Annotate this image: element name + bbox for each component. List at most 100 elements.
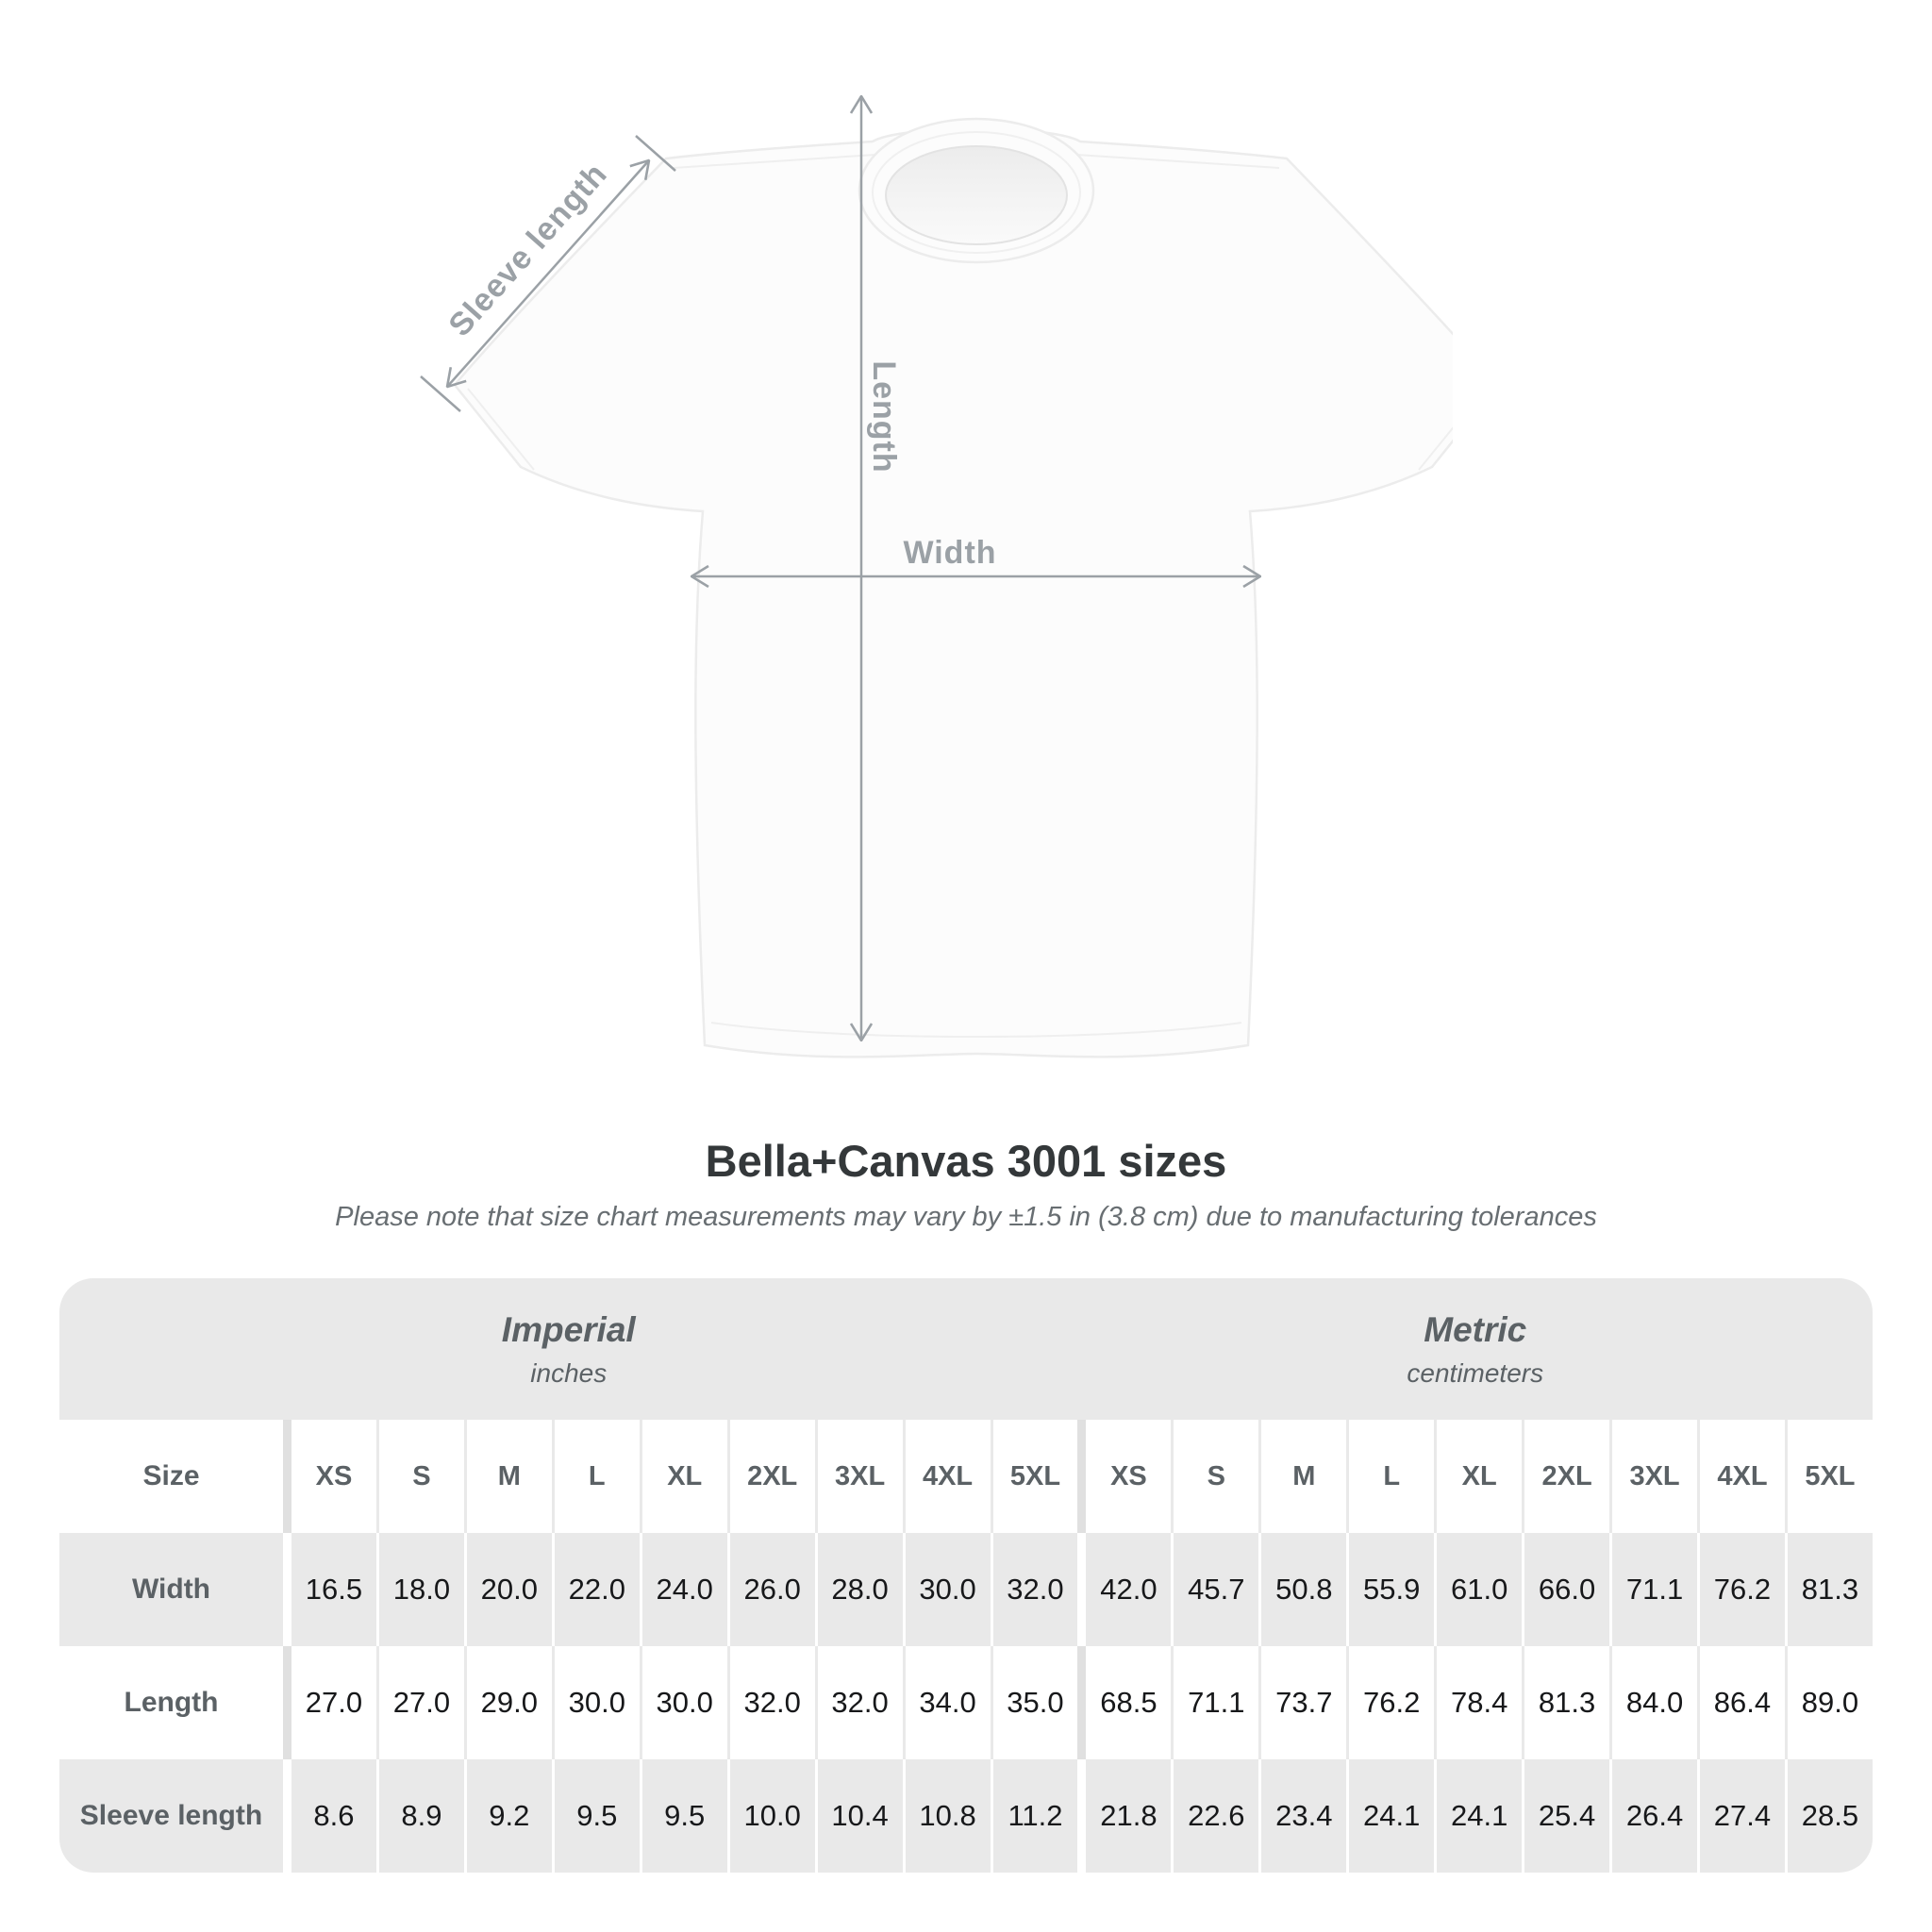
value-cell: 73.7 [1258,1646,1346,1759]
value-cell: 78.4 [1434,1646,1522,1759]
size-cell: 4XL [1697,1420,1785,1533]
value-cell: 26.4 [1609,1759,1697,1873]
value-cell: 71.1 [1171,1646,1258,1759]
sleeve-length-arrow [447,160,649,387]
row-label: Width [131,1574,211,1605]
value-cell: 55.9 [1346,1533,1434,1646]
tshirt-collar [858,117,1095,264]
value-cell: 68.5 [1077,1646,1171,1759]
value-cell: 32.0 [814,1646,903,1759]
value-cell: 86.4 [1697,1646,1785,1759]
value-cell: 71.1 [1609,1533,1697,1646]
value-cell: 28.5 [1784,1759,1873,1873]
value-cell: 81.3 [1522,1646,1609,1759]
width-label: Width [903,535,996,571]
value-cell: 9.5 [551,1759,640,1873]
value-cell: 81.3 [1784,1533,1873,1646]
value-cell: 9.2 [463,1759,552,1873]
value-cell: 32.0 [726,1646,815,1759]
value-cell: 9.5 [639,1759,727,1873]
value-cell: 21.8 [1077,1759,1171,1873]
metric-label: Metric [1424,1309,1527,1349]
value-cell: 42.0 [1077,1533,1171,1646]
value-cell: 76.2 [1346,1646,1434,1759]
sleeve-arrow-tick-bottom [420,375,461,412]
size-cell: XS [283,1420,376,1533]
size-cell: 2XL [726,1420,815,1533]
value-cell: 24.1 [1346,1759,1434,1873]
value-cell: 30.0 [902,1533,991,1646]
value-cell: 30.0 [551,1646,640,1759]
size-cell: M [1258,1420,1346,1533]
value-cell: 89.0 [1784,1646,1873,1759]
size-cell: 3XL [814,1420,903,1533]
value-cell: 32.0 [990,1533,1078,1646]
size-table: Imperial inches Metric centimeters Size … [59,1278,1873,1873]
row-label: Length [124,1687,219,1718]
value-cell: 23.4 [1258,1759,1346,1873]
value-cell: 8.6 [283,1759,376,1873]
size-cell: S [1171,1420,1258,1533]
page-title: Bella+Canvas 3001 sizes [705,1136,1227,1186]
value-cell: 10.8 [902,1759,991,1873]
size-cell: L [551,1420,640,1533]
value-cell: 76.2 [1697,1533,1785,1646]
size-cell: M [463,1420,552,1533]
size-cell: 4XL [902,1420,991,1533]
value-cell: 10.0 [726,1759,815,1873]
value-cell: 24.1 [1434,1759,1522,1873]
value-cell: 8.9 [375,1759,464,1873]
value-cell: 34.0 [902,1646,991,1759]
tolerance-note: Please note that size chart measurements… [335,1202,1597,1232]
size-cell: L [1346,1420,1434,1533]
tshirt-seams [467,154,1453,1038]
size-cell: 2XL [1522,1420,1609,1533]
size-cell: XL [639,1420,727,1533]
length-label: Length [866,360,902,473]
value-cell: 18.0 [375,1533,464,1646]
size-cell: XS [1077,1420,1171,1533]
unit-group-row: Imperial inches Metric centimeters [59,1278,1873,1420]
value-cell: 35.0 [990,1646,1078,1759]
value-cell: 27.0 [375,1646,464,1759]
sleeve-arrow-tick-top [635,135,676,172]
value-cell: 24.0 [639,1533,727,1646]
row-label: Sleeve length [79,1800,263,1831]
size-header-row: Size XS S M L XL 2XL 3XL 4XL 5XL XS S M … [59,1420,1873,1533]
value-cell: 26.0 [726,1533,815,1646]
value-cell: 25.4 [1522,1759,1609,1873]
imperial-unit: inches [530,1357,608,1388]
value-cell: 66.0 [1522,1533,1609,1646]
value-cell: 84.0 [1609,1646,1697,1759]
size-cell: 5XL [990,1420,1078,1533]
value-cell: 11.2 [990,1759,1078,1873]
value-cell: 30.0 [639,1646,727,1759]
metric-unit: centimeters [1407,1357,1544,1388]
imperial-label: Imperial [501,1309,636,1349]
value-cell: 28.0 [814,1533,903,1646]
length-row: Length 27.0 27.0 29.0 30.0 30.0 32.0 32.… [59,1646,1873,1759]
width-row: Width 16.5 18.0 20.0 22.0 24.0 26.0 28.0… [59,1533,1873,1646]
value-cell: 22.6 [1171,1759,1258,1873]
size-cell: XL [1434,1420,1522,1533]
tshirt-diagram: Sleeve length Length Width [420,75,1453,1058]
value-cell: 10.4 [814,1759,903,1873]
value-cell: 29.0 [463,1646,552,1759]
value-cell: 22.0 [551,1533,640,1646]
tshirt-graphic [453,117,1453,1058]
value-cell: 45.7 [1171,1533,1258,1646]
size-cell: 5XL [1784,1420,1873,1533]
metric-group-header: Metric centimeters [1078,1278,1874,1420]
value-cell: 27.4 [1697,1759,1785,1873]
value-cell: 27.0 [283,1646,376,1759]
value-cell: 61.0 [1434,1533,1522,1646]
value-cell: 16.5 [283,1533,376,1646]
value-cell: 50.8 [1258,1533,1346,1646]
sleeve-length-row: Sleeve length 8.6 8.9 9.2 9.5 9.5 10.0 1… [59,1759,1873,1873]
size-column-header: Size [142,1460,200,1491]
value-cell: 20.0 [463,1533,552,1646]
size-cell: S [375,1420,464,1533]
imperial-group-header: Imperial inches [59,1278,1078,1420]
size-cell: 3XL [1609,1420,1697,1533]
